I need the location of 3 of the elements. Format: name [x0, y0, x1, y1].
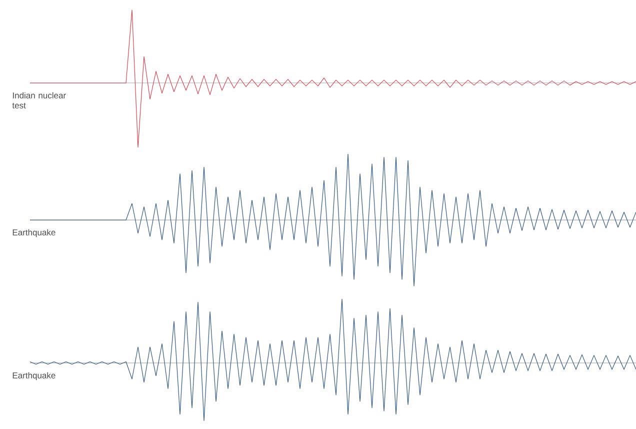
series-label: Earthquake	[12, 229, 56, 238]
series-label: Indian nuclear test	[12, 92, 66, 108]
series-label: Earthquake	[12, 372, 56, 380]
